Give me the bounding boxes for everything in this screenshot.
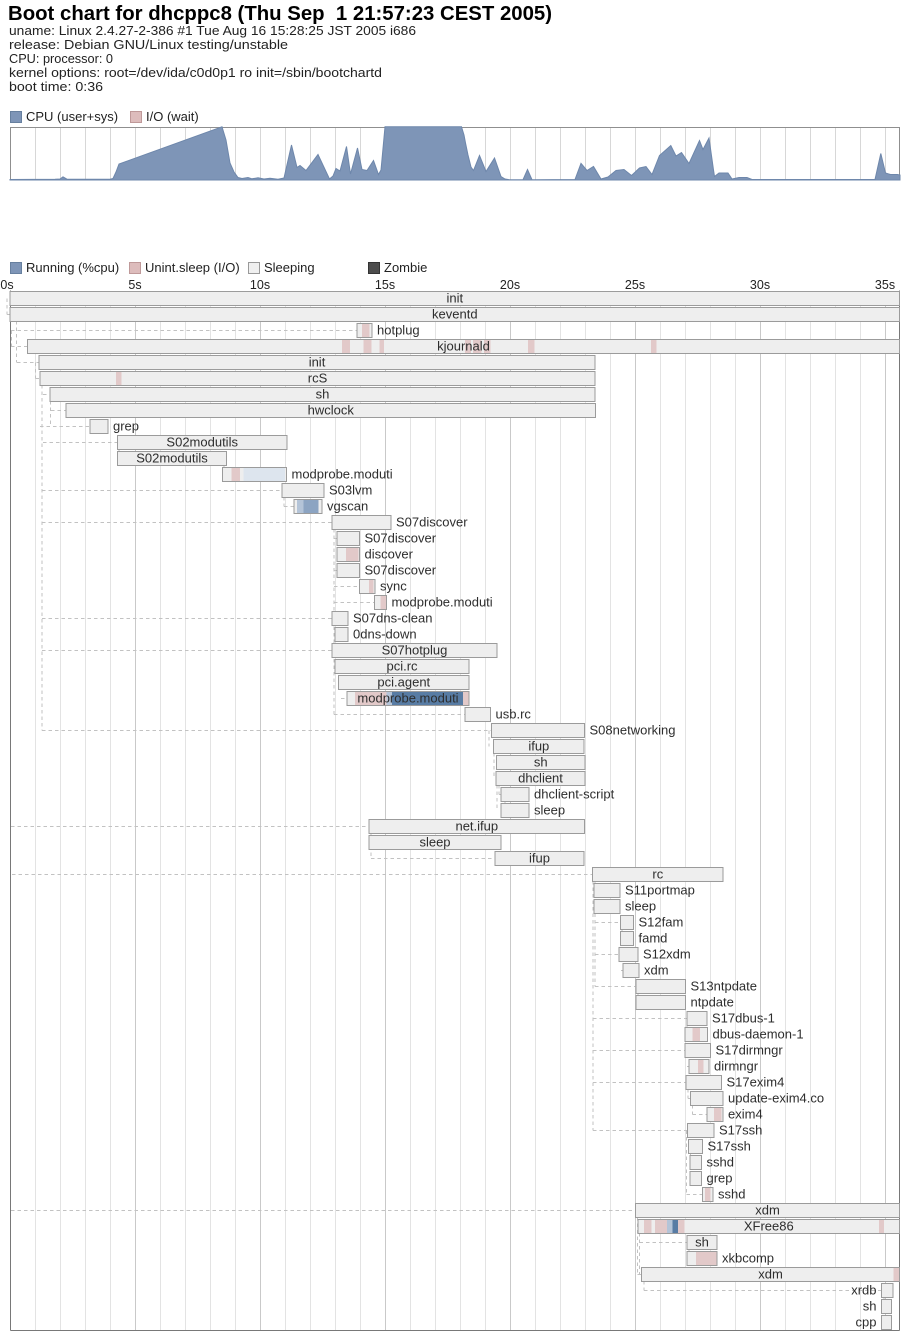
svg-text:15s: 15s (375, 278, 395, 292)
svg-text:S02modutils: S02modutils (136, 451, 208, 466)
svg-text:kjournald: kjournald (437, 339, 490, 354)
svg-text:sleep: sleep (419, 835, 450, 850)
svg-text:dirmngr: dirmngr (714, 1059, 759, 1074)
svg-text:update-exim4.co: update-exim4.co (728, 1091, 824, 1106)
svg-text:xdm: xdm (644, 963, 669, 978)
svg-text:xdm: xdm (758, 1267, 783, 1282)
svg-text:Sleeping: Sleeping (264, 260, 315, 275)
svg-text:S12xdm: S12xdm (643, 947, 691, 962)
svg-text:S07hotplug: S07hotplug (382, 643, 448, 658)
svg-text:pci.rc: pci.rc (386, 659, 418, 674)
svg-text:modprobe.moduti: modprobe.moduti (392, 595, 493, 610)
svg-text:modprobe.moduti: modprobe.moduti (292, 467, 393, 482)
svg-text:I/O (wait): I/O (wait) (146, 109, 199, 124)
svg-text:init: init (309, 355, 326, 370)
svg-text:S17dirmngr: S17dirmngr (716, 1043, 784, 1058)
svg-text:Zombie: Zombie (384, 260, 427, 275)
svg-text:grep: grep (113, 419, 139, 434)
svg-text:modprobe.moduti: modprobe.moduti (357, 691, 458, 706)
svg-text:sshd: sshd (707, 1155, 734, 1170)
svg-text:ifup: ifup (528, 739, 549, 754)
svg-text:25s: 25s (625, 278, 645, 292)
svg-text:discover: discover (365, 547, 414, 562)
svg-text:ntpdate: ntpdate (691, 995, 734, 1010)
svg-text:grep: grep (707, 1171, 733, 1186)
svg-text:20s: 20s (500, 278, 520, 292)
svg-text:S17ssh: S17ssh (719, 1123, 762, 1138)
svg-text:0dns-down: 0dns-down (353, 627, 417, 642)
svg-text:dhclient-script: dhclient-script (534, 787, 615, 802)
svg-text:5s: 5s (128, 278, 141, 292)
svg-text:sh: sh (695, 1235, 709, 1250)
svg-text:S11portmap: S11portmap (625, 883, 695, 898)
svg-text:sync: sync (380, 579, 407, 594)
svg-text:xrdb: xrdb (851, 1283, 876, 1298)
svg-text:S07discover: S07discover (396, 515, 468, 530)
svg-text:Unint.sleep (I/O): Unint.sleep (I/O) (145, 260, 240, 275)
svg-text:rc: rc (652, 867, 663, 882)
svg-text:net.ifup: net.ifup (455, 819, 498, 834)
svg-text:pci.agent: pci.agent (377, 675, 430, 690)
svg-text:keventd: keventd (432, 307, 478, 322)
svg-text:dhclient: dhclient (518, 771, 563, 786)
svg-text:vgscan: vgscan (327, 499, 368, 514)
svg-text:S03lvm: S03lvm (329, 483, 372, 498)
svg-text:dbus-daemon-1: dbus-daemon-1 (713, 1027, 804, 1042)
svg-text:CPU (user+sys): CPU (user+sys) (26, 109, 118, 124)
svg-text:ifup: ifup (529, 851, 550, 866)
svg-text:sshd: sshd (718, 1187, 745, 1202)
svg-text:Running (%cpu): Running (%cpu) (26, 260, 119, 275)
svg-text:0s: 0s (0, 278, 13, 292)
svg-text:famd: famd (639, 931, 668, 946)
svg-text:exim4: exim4 (728, 1107, 763, 1122)
svg-text:S17ssh: S17ssh (708, 1139, 751, 1154)
svg-text:S13ntpdate: S13ntpdate (691, 979, 758, 994)
svg-text:kernel options: root=/dev/ida/: kernel options: root=/dev/ida/c0d0p1 ro … (9, 65, 382, 80)
svg-text:sleep: sleep (625, 899, 656, 914)
svg-text:S17exim4: S17exim4 (727, 1075, 785, 1090)
svg-text:S07dns-clean: S07dns-clean (353, 611, 433, 626)
svg-text:sh: sh (863, 1299, 877, 1314)
svg-text:S08networking: S08networking (590, 723, 676, 738)
svg-text:sh: sh (316, 387, 330, 402)
svg-text:30s: 30s (750, 278, 770, 292)
svg-text:S12fam: S12fam (639, 915, 684, 930)
svg-text:sleep: sleep (534, 803, 565, 818)
svg-text:S07discover: S07discover (365, 531, 437, 546)
svg-text:hwclock: hwclock (308, 403, 355, 418)
svg-text:10s: 10s (250, 278, 270, 292)
svg-text:CPU: processor: 0: CPU: processor: 0 (9, 51, 113, 66)
svg-text:boot time: 0:36: boot time: 0:36 (9, 79, 103, 94)
svg-text:rcS: rcS (308, 371, 328, 386)
svg-text:S17dbus-1: S17dbus-1 (712, 1011, 775, 1026)
svg-text:xkbcomp: xkbcomp (722, 1251, 774, 1266)
svg-text:XFree86: XFree86 (744, 1219, 794, 1234)
svg-text:sh: sh (534, 755, 548, 770)
svg-text:35s: 35s (875, 278, 895, 292)
svg-text:init: init (446, 291, 463, 306)
svg-text:hotplug: hotplug (377, 323, 420, 338)
svg-text:S07discover: S07discover (365, 563, 437, 578)
svg-text:Boot chart for dhcppc8 (Thu Se: Boot chart for dhcppc8 (Thu Sep 1 21:57:… (8, 3, 552, 25)
svg-text:xdm: xdm (755, 1203, 780, 1218)
svg-text:S02modutils: S02modutils (166, 435, 238, 450)
svg-text:release: Debian GNU/Linux test: release: Debian GNU/Linux testing/unstab… (9, 37, 288, 52)
svg-text:usb.rc: usb.rc (496, 707, 532, 722)
svg-text:cpp: cpp (856, 1315, 877, 1330)
svg-text:uname: Linux 2.4.27-2-386 #1 T: uname: Linux 2.4.27-2-386 #1 Tue Aug 16 … (9, 23, 416, 38)
